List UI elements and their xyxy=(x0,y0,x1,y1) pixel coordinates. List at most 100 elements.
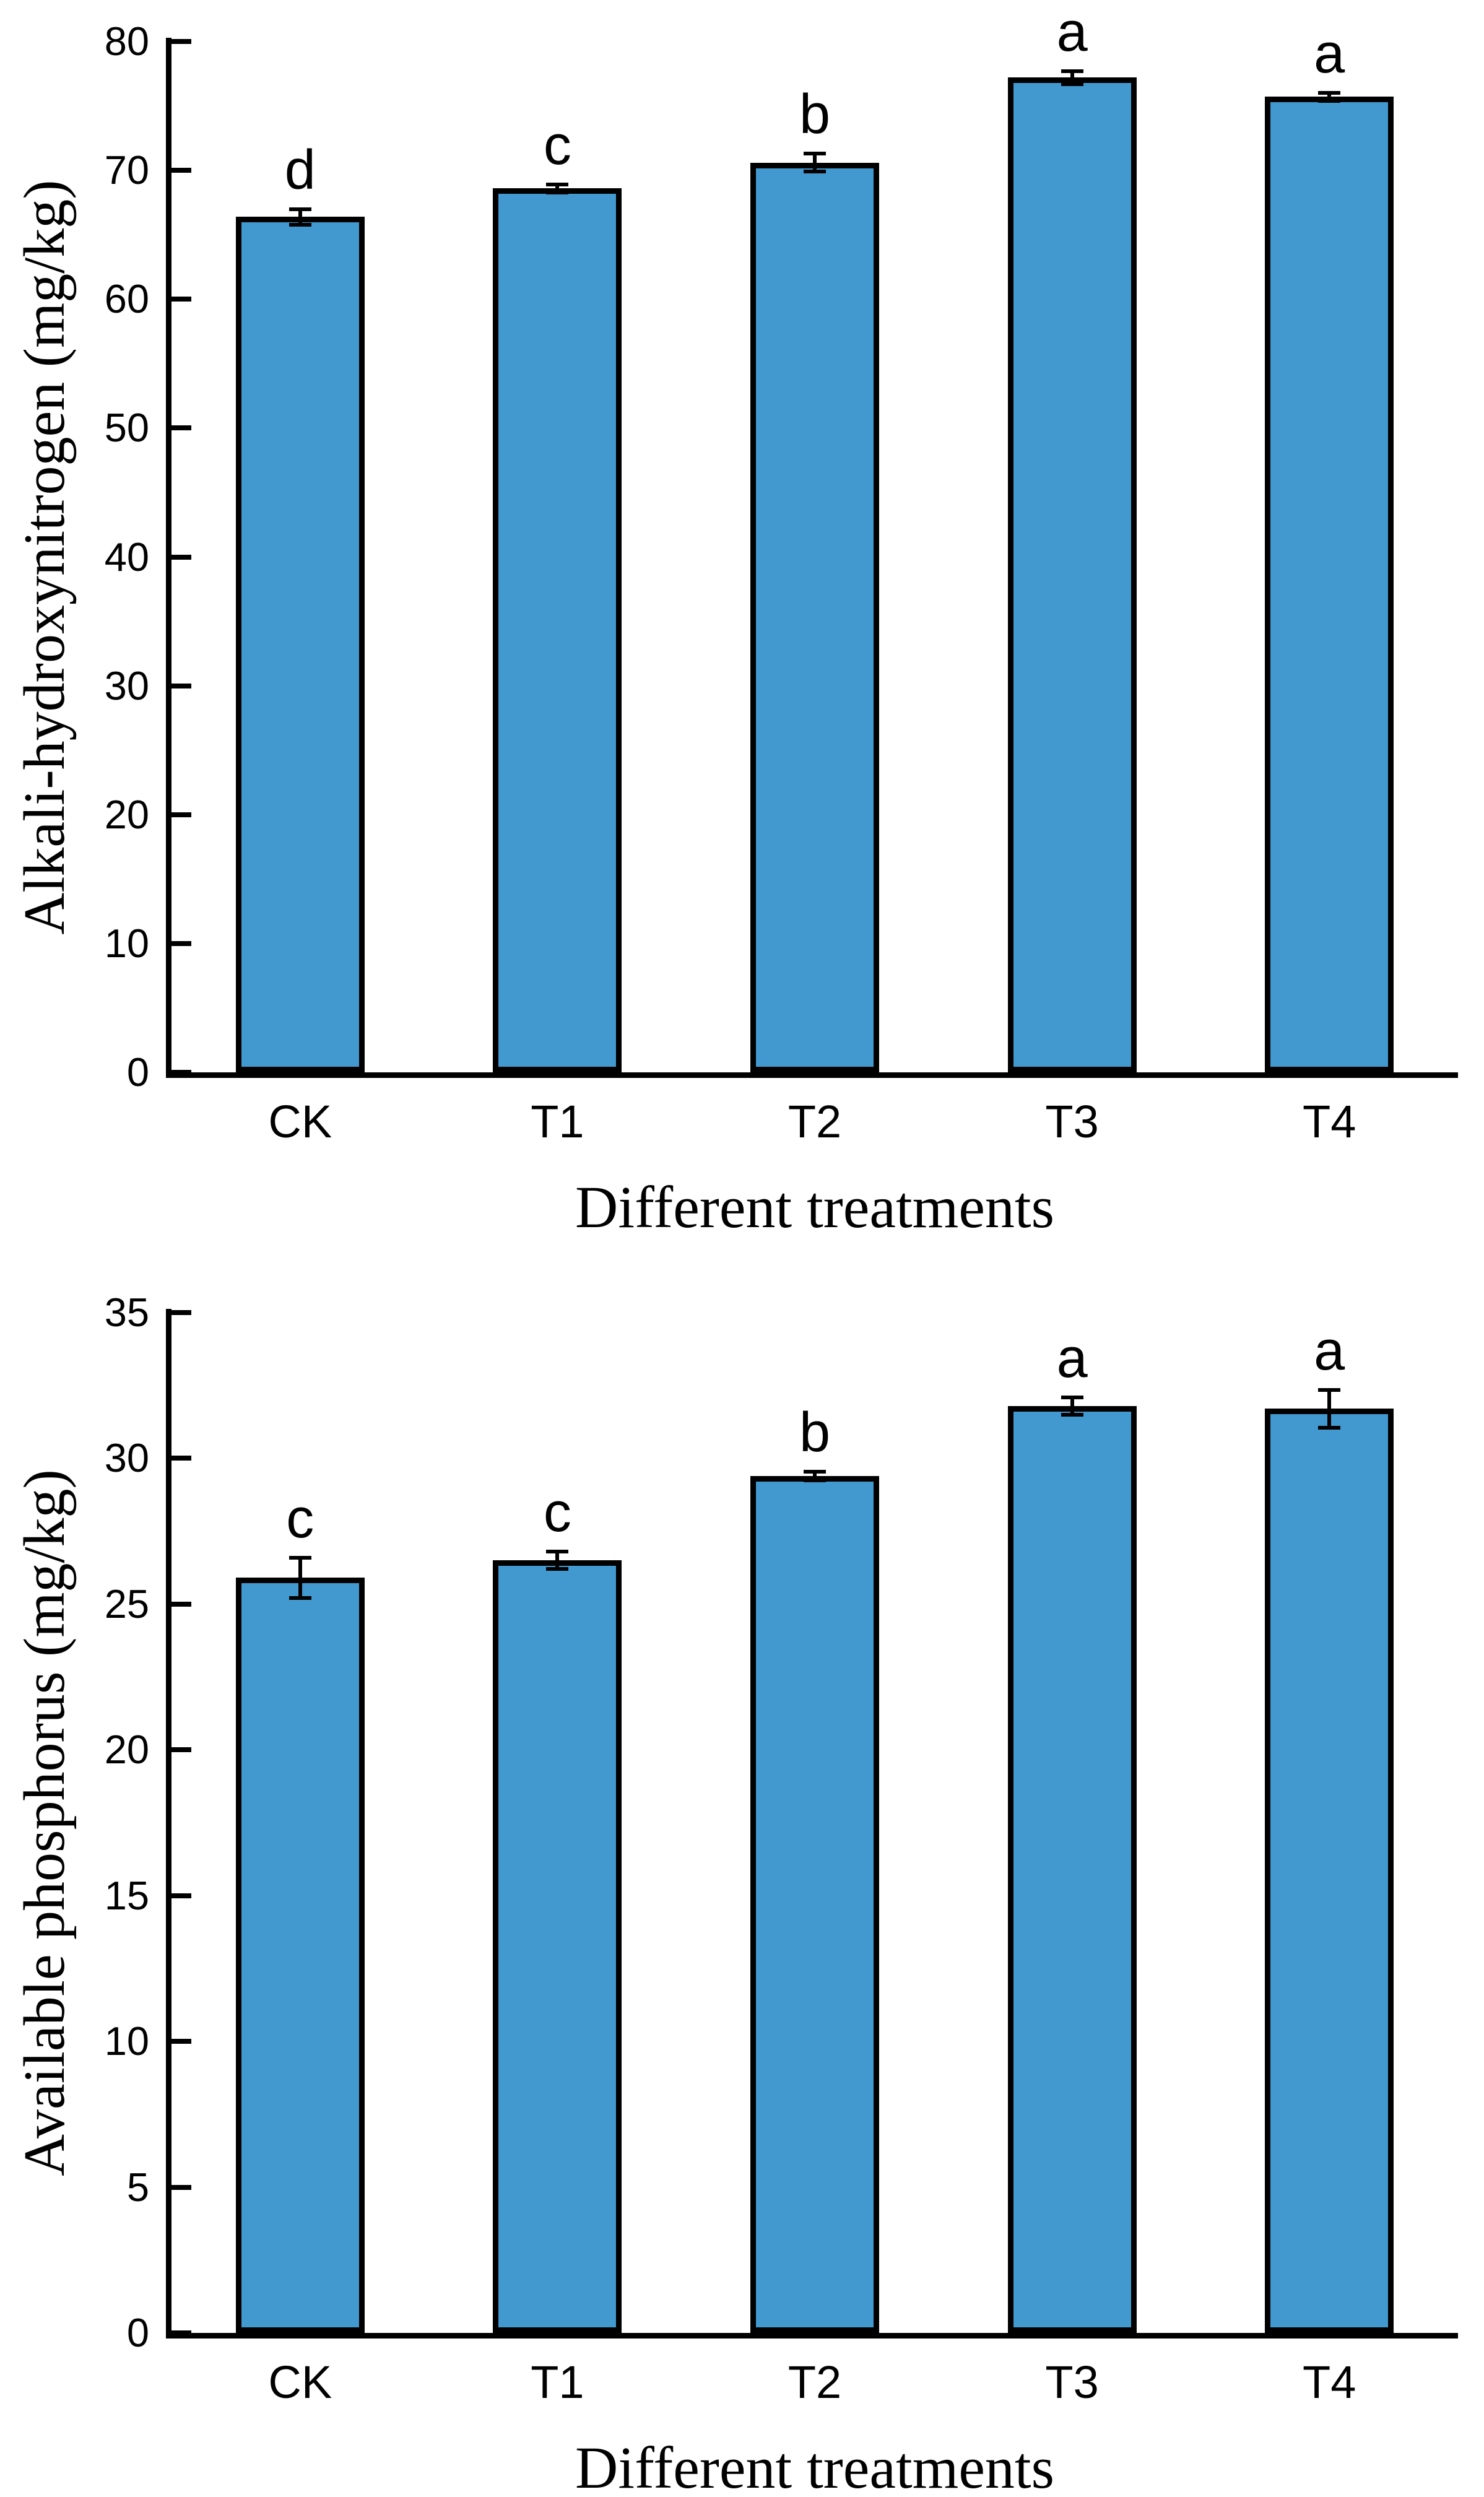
error-bar-cap-bottom xyxy=(1318,1425,1341,1430)
y-tick-mark xyxy=(171,2330,191,2335)
sig-letter: a xyxy=(1056,1327,1088,1389)
y-tick-label: 10 xyxy=(104,2018,149,2064)
error-bar-line xyxy=(555,1552,560,1570)
error-bar-cap-top xyxy=(289,207,311,211)
y-tick-mark xyxy=(171,1310,191,1315)
bar-t2 xyxy=(750,162,879,1072)
y-tick-mark xyxy=(171,554,191,560)
x-tick-label: CK xyxy=(268,2356,332,2408)
bar-t1 xyxy=(493,1560,622,2333)
sig-letter: c xyxy=(543,115,571,177)
y-tick-label: 35 xyxy=(104,1290,149,1335)
x-tick-label: T4 xyxy=(1303,1096,1356,1147)
bar-ck xyxy=(235,1578,365,2333)
sig-letter: b xyxy=(799,1401,831,1464)
bar-t3 xyxy=(1007,77,1137,1072)
error-bar-cap-top xyxy=(804,152,826,156)
y-tick-mark xyxy=(171,1456,191,1461)
y-tick-label: 10 xyxy=(104,920,149,966)
error-bar-cap-bottom xyxy=(1061,1412,1083,1417)
y-tick-mark xyxy=(171,297,191,302)
error-bar-line xyxy=(298,209,302,225)
sig-letter: a xyxy=(1314,23,1345,85)
y-tick-label: 15 xyxy=(104,1872,149,1918)
y-tick-mark xyxy=(171,940,191,946)
y-tick-label: 70 xyxy=(104,147,149,193)
sig-letter: c xyxy=(286,1487,315,1550)
x-tick-label: T3 xyxy=(1045,1096,1099,1147)
error-bar-cap-bottom xyxy=(546,1567,569,1571)
error-bar-cap-top xyxy=(546,183,569,187)
y-tick-mark xyxy=(171,683,191,688)
error-bar-cap-top xyxy=(546,1550,569,1554)
error-bar-cap-top xyxy=(1318,1387,1341,1392)
error-bar-cap-top xyxy=(1318,91,1341,95)
y-tick-mark xyxy=(171,39,191,44)
bar-ck xyxy=(235,217,365,1072)
sig-letter: b xyxy=(799,84,831,146)
y-tick-mark xyxy=(171,812,191,817)
sig-letter: c xyxy=(543,1482,571,1544)
error-bar-cap-top xyxy=(1061,69,1083,73)
y-axis-spine xyxy=(166,38,171,1078)
bar-t2 xyxy=(750,1475,879,2333)
error-bar-cap-bottom xyxy=(804,170,826,174)
y-axis-title: Available phosphorus (mg/kg) xyxy=(12,1469,77,2176)
x-tick-label: CK xyxy=(268,1096,332,1147)
y-tick-mark xyxy=(171,425,191,431)
bar-t1 xyxy=(493,188,622,1072)
y-tick-label: 80 xyxy=(104,19,149,64)
y-tick-label: 60 xyxy=(104,276,149,322)
y-tick-mark xyxy=(171,1747,191,1753)
error-bar-cap-top xyxy=(804,1469,826,1474)
error-bar-line xyxy=(298,1557,302,1599)
y-tick-label: 0 xyxy=(126,2310,149,2355)
bar-t4 xyxy=(1265,97,1394,1072)
error-bar-line xyxy=(1070,1397,1074,1415)
y-tick-mark xyxy=(171,1893,191,1898)
x-axis-title: Different treatments xyxy=(575,2434,1054,2497)
error-bar-line xyxy=(813,1471,817,1480)
sig-letter: a xyxy=(1056,1,1088,63)
error-bar-line xyxy=(813,154,817,172)
error-bar-line xyxy=(555,185,560,193)
y-tick-label: 25 xyxy=(104,1581,149,1626)
y-tick-label: 20 xyxy=(104,791,149,837)
sig-letter: a xyxy=(1314,1319,1345,1382)
error-bar-line xyxy=(1327,93,1332,101)
x-tick-label: T3 xyxy=(1045,2356,1099,2408)
y-axis-spine xyxy=(166,1309,171,2338)
y-tick-mark xyxy=(171,168,191,173)
y-tick-label: 50 xyxy=(104,405,149,451)
x-axis-spine xyxy=(166,1072,1458,1078)
y-tick-label: 30 xyxy=(104,662,149,708)
y-tick-mark xyxy=(171,2184,191,2190)
error-bar-cap-bottom xyxy=(289,1596,311,1600)
y-tick-label: 5 xyxy=(126,2164,149,2210)
error-bar-cap-bottom xyxy=(804,1478,826,1482)
x-axis-spine xyxy=(166,2333,1458,2338)
error-bar-cap-bottom xyxy=(1061,82,1083,86)
error-bar-cap-bottom xyxy=(1318,98,1341,103)
x-tick-label: T4 xyxy=(1303,2356,1356,2408)
x-tick-label: T1 xyxy=(531,1096,584,1147)
x-tick-label: T2 xyxy=(788,1096,842,1147)
bar-t4 xyxy=(1265,1409,1394,2333)
bar-t3 xyxy=(1007,1405,1137,2333)
y-tick-mark xyxy=(171,1601,191,1607)
x-tick-label: T1 xyxy=(531,2356,584,2408)
y-tick-label: 20 xyxy=(104,1727,149,1773)
error-bar-cap-bottom xyxy=(546,190,569,194)
y-tick-label: 30 xyxy=(104,1435,149,1481)
y-tick-label: 40 xyxy=(104,534,149,580)
x-tick-label: T2 xyxy=(788,2356,842,2408)
error-bar-cap-top xyxy=(1061,1395,1083,1399)
error-bar-line xyxy=(1070,71,1074,84)
x-axis-title: Different treatments xyxy=(575,1174,1054,1240)
y-tick-mark xyxy=(171,2039,191,2044)
sig-letter: d xyxy=(284,139,316,201)
error-bar-cap-bottom xyxy=(289,222,311,227)
